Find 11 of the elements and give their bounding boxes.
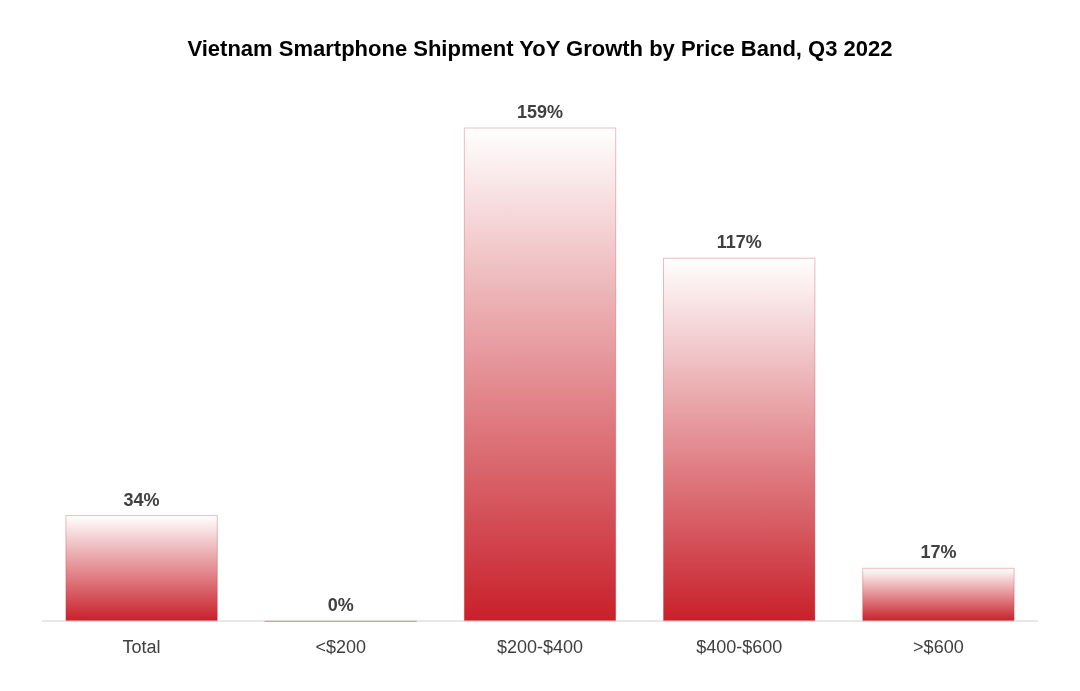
data-label: 34% [123,489,160,510]
x-tick-label: $200-$400 [496,637,584,657]
x-tick-label: $400-$600 [696,637,783,657]
data-label: 117% [716,232,762,253]
data-label: 159% [516,102,564,122]
data-label: 0% [327,595,354,615]
x-tick-label: >$600 [913,637,964,657]
x-tick-label: <$200 [315,637,367,657]
data-label: 17% [920,542,957,563]
chart-title: Vietnam Smartphone Shipment YoY Growth by Price Band, Q3 2022 [187,36,893,61]
x-tick-label: Total [122,637,161,657]
